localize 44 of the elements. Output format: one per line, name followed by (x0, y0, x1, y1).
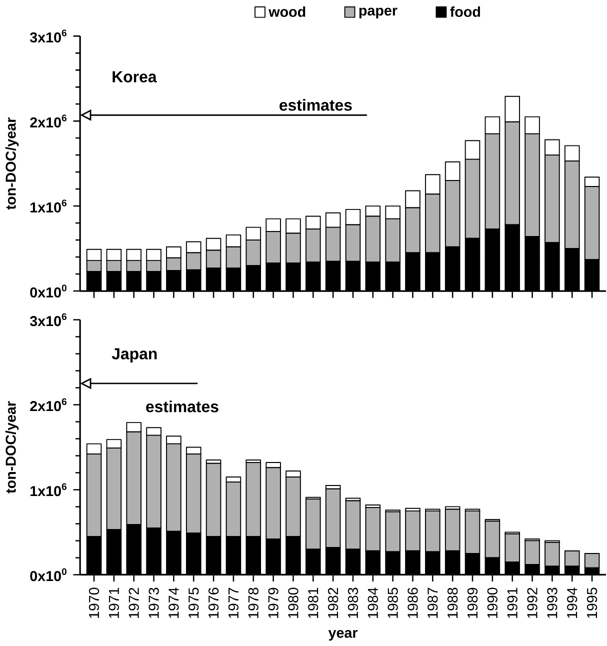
x-tick-label: 1970 (89, 588, 100, 618)
x-tick-label: 1990 (487, 588, 498, 618)
x-tick-label: 1985 (388, 588, 398, 618)
y-tick-label: 0x10$^{0}$ (30, 284, 67, 298)
legend-label: food (450, 6, 480, 17)
annotation: estimates (146, 400, 218, 412)
x-tick-label: 1978 (248, 588, 259, 618)
x-tick-label: 1976 (208, 588, 219, 618)
y-axis-title: ton-DOC/year (5, 401, 19, 494)
x-tick-label: 1979 (268, 588, 279, 618)
x-tick-label: 1995 (587, 588, 598, 618)
x-tick-label: 1980 (288, 588, 298, 618)
y-tick-label: 1x10$^{6}$ (30, 483, 67, 496)
y-axis-title: ton-DOC/year (5, 118, 19, 210)
x-tick-label: 1989 (468, 588, 478, 618)
y-tick-label: 2x10$^{6}$ (30, 398, 67, 412)
x-tick-label: 1981 (308, 588, 318, 618)
x-tick-label: 1974 (168, 588, 179, 618)
x-tick-label: 1977 (228, 588, 239, 618)
y-tick-label: 3x10$^{6}$ (30, 313, 67, 326)
y-tick-label: 2x10$^{6}$ (30, 114, 67, 128)
annotation: estimates (280, 99, 352, 111)
x-tick-label: 1971 (108, 588, 120, 618)
x-tick-label: 1983 (348, 588, 358, 618)
x-tick-label: 1982 (328, 588, 338, 618)
legend-label: wood (268, 6, 306, 17)
x-tick-label: 1994 (567, 588, 578, 618)
annotation: Japan (112, 348, 157, 363)
x-tick-label: 1975 (188, 588, 199, 618)
x-tick-label: 1987 (428, 588, 438, 618)
x-tick-label: 1991 (507, 588, 518, 618)
x-tick-label: 1992 (527, 588, 538, 618)
x-tick-label: 1986 (408, 588, 418, 618)
y-tick-label: 0x10$^{0}$ (30, 568, 67, 582)
legend-label: paper (360, 8, 398, 18)
x-tick-label: 1993 (547, 588, 558, 618)
x-tick-label: 1973 (148, 588, 159, 618)
y-tick-label: 1x10$^{6}$ (30, 200, 67, 213)
x-tick-label: 1984 (368, 588, 378, 618)
annotation: Korea (112, 71, 157, 82)
x-tick-label: 1972 (128, 588, 140, 618)
x-tick-label: 1988 (448, 588, 458, 618)
x-axis-title: year (328, 630, 358, 641)
y-tick-label: 3x10$^{6}$ (30, 30, 67, 43)
